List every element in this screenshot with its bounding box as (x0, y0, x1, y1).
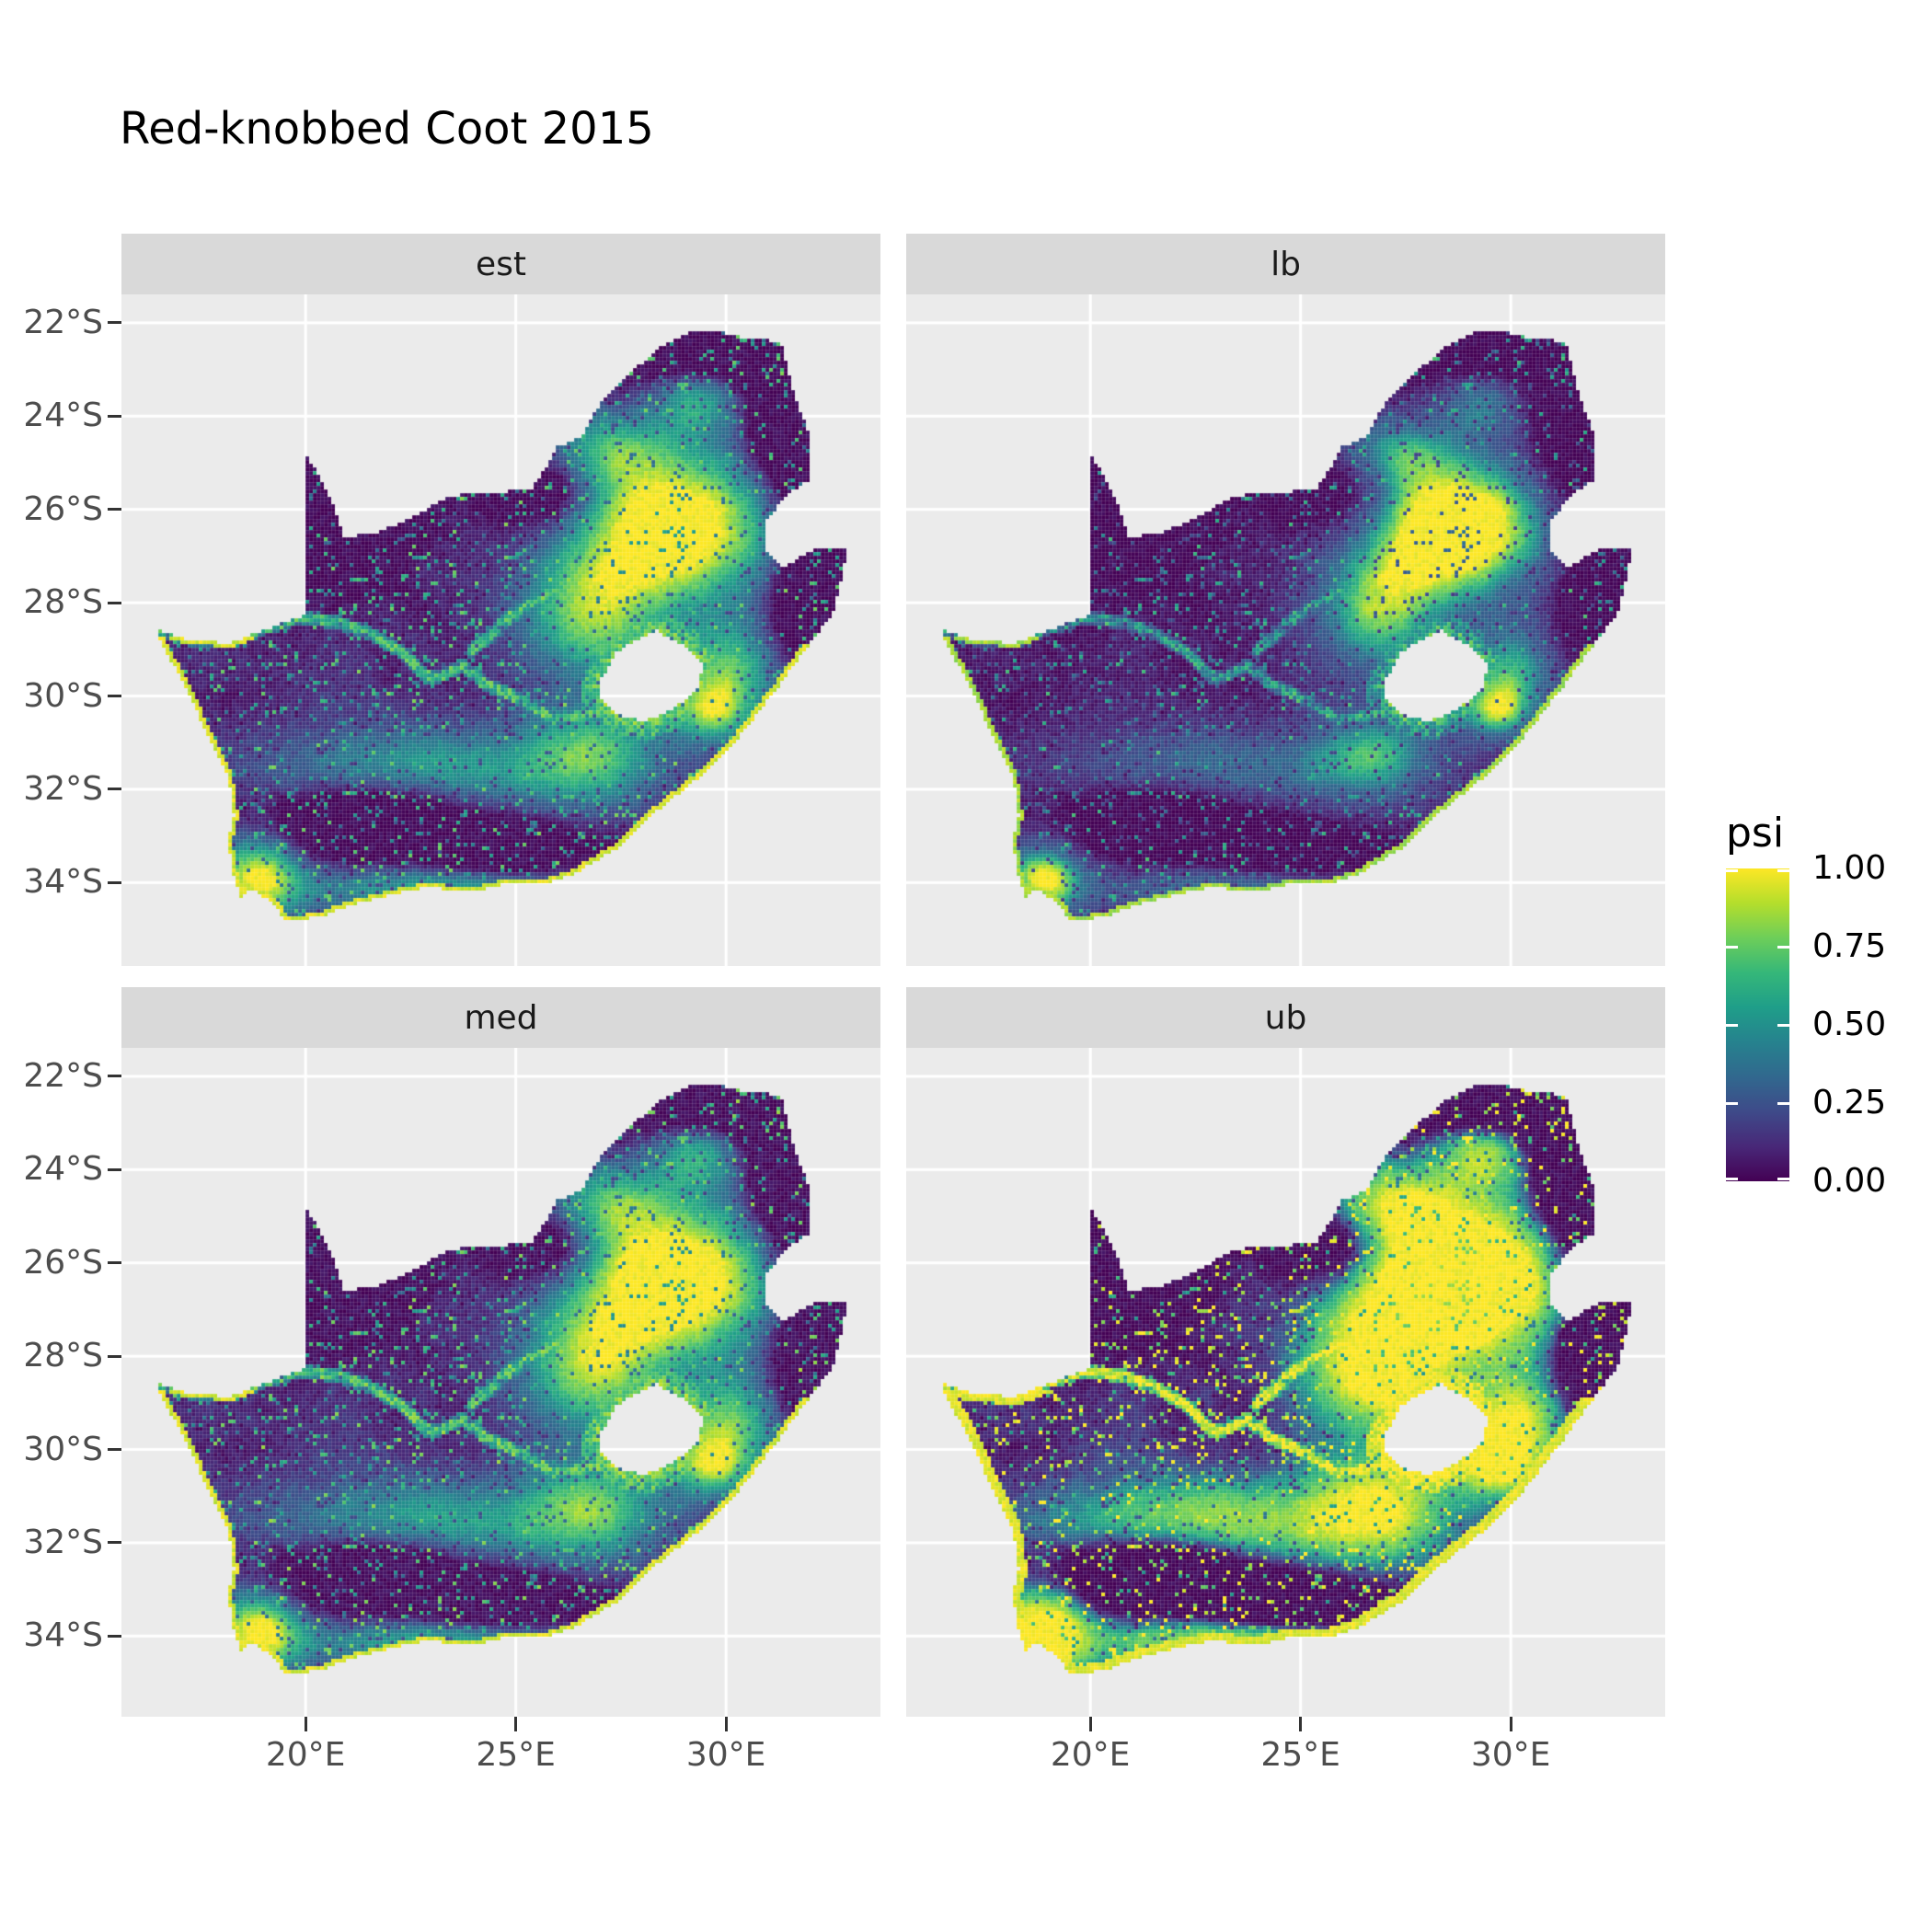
y-axis-tick (108, 1541, 121, 1545)
legend-tick-mark (1777, 869, 1789, 872)
legend-tick-mark (1726, 869, 1738, 872)
x-axis-label: 20°E (265, 1736, 346, 1774)
x-axis-label: 25°E (476, 1736, 556, 1774)
y-axis-label: 22°S (23, 303, 103, 341)
y-axis-tick (108, 1448, 121, 1452)
x-axis-tick (514, 1717, 518, 1731)
facet-strip-label-est: est (475, 245, 527, 283)
legend-tick-label: 0.75 (1812, 927, 1887, 965)
legend-title: psi (1726, 810, 1785, 857)
facet-strip-lb: lb (906, 234, 1665, 294)
facet-strip-med: med (121, 987, 880, 1048)
legend-tick-label: 1.00 (1812, 849, 1887, 887)
x-axis-label: 20°E (1050, 1736, 1131, 1774)
y-axis-label: 30°S (23, 1430, 103, 1468)
y-axis-label: 22°S (23, 1056, 103, 1095)
map-canvas-est (121, 294, 880, 966)
x-axis-tick (724, 1717, 728, 1731)
x-axis-label: 25°E (1260, 1736, 1340, 1774)
facet-strip-ub: ub (906, 987, 1665, 1048)
x-axis-tick (1299, 1717, 1303, 1731)
y-axis-tick (108, 1167, 121, 1171)
legend-tick-mark (1726, 1178, 1738, 1180)
facet-est: est (121, 234, 880, 966)
y-axis-tick (108, 1261, 121, 1265)
x-axis-tick (1088, 1717, 1092, 1731)
y-axis-tick (108, 1075, 121, 1078)
legend-tick-mark (1777, 1101, 1789, 1105)
legend-tick-mark (1726, 945, 1738, 949)
y-axis-label: 28°S (23, 583, 103, 622)
facet-strip-est: est (121, 234, 880, 294)
facet-med: med (121, 987, 880, 1717)
y-axis-label: 32°S (23, 1523, 103, 1561)
legend-tick-label: 0.25 (1812, 1084, 1887, 1121)
map-canvas-ub (906, 1048, 1665, 1717)
legend-tick-label: 0.50 (1812, 1006, 1887, 1043)
y-axis-label: 30°S (23, 676, 103, 715)
legend-tick-mark (1777, 1178, 1789, 1180)
facet-ub: ub (906, 987, 1665, 1717)
facet-strip-label-lb: lb (1271, 245, 1301, 283)
y-axis-tick (108, 1354, 121, 1358)
legend-tick-mark (1777, 945, 1789, 949)
x-axis-label: 30°E (685, 1736, 766, 1774)
map-canvas-med (121, 1048, 880, 1717)
y-axis-label: 32°S (23, 769, 103, 808)
facet-strip-label-ub: ub (1264, 998, 1307, 1037)
y-axis-label: 26°S (23, 1243, 103, 1282)
y-axis-tick (108, 695, 121, 698)
map-canvas-lb (906, 294, 1665, 966)
facet-strip-label-med: med (464, 998, 538, 1037)
y-axis-tick (108, 1634, 121, 1638)
x-axis-tick (304, 1717, 307, 1731)
x-axis-tick (1509, 1717, 1512, 1731)
legend-tick-mark (1726, 1101, 1738, 1105)
y-axis-label: 26°S (23, 489, 103, 528)
y-axis-tick (108, 601, 121, 604)
plot-title: Red-knobbed Coot 2015 (120, 103, 654, 155)
x-axis-label: 30°E (1470, 1736, 1551, 1774)
y-axis-label: 34°S (23, 1616, 103, 1655)
y-axis-tick (108, 788, 121, 791)
y-axis-label: 34°S (23, 863, 103, 902)
y-axis-tick (108, 414, 121, 418)
y-axis-tick (108, 508, 121, 512)
legend-tick-mark (1777, 1023, 1789, 1027)
legend-tick-label: 0.00 (1812, 1162, 1887, 1200)
facet-lb: lb (906, 234, 1665, 966)
y-axis-label: 24°S (23, 397, 103, 435)
y-axis-tick (108, 880, 121, 884)
y-axis-label: 24°S (23, 1150, 103, 1189)
y-axis-label: 28°S (23, 1337, 103, 1375)
legend-tick-mark (1726, 1023, 1738, 1027)
y-axis-tick (108, 321, 121, 325)
